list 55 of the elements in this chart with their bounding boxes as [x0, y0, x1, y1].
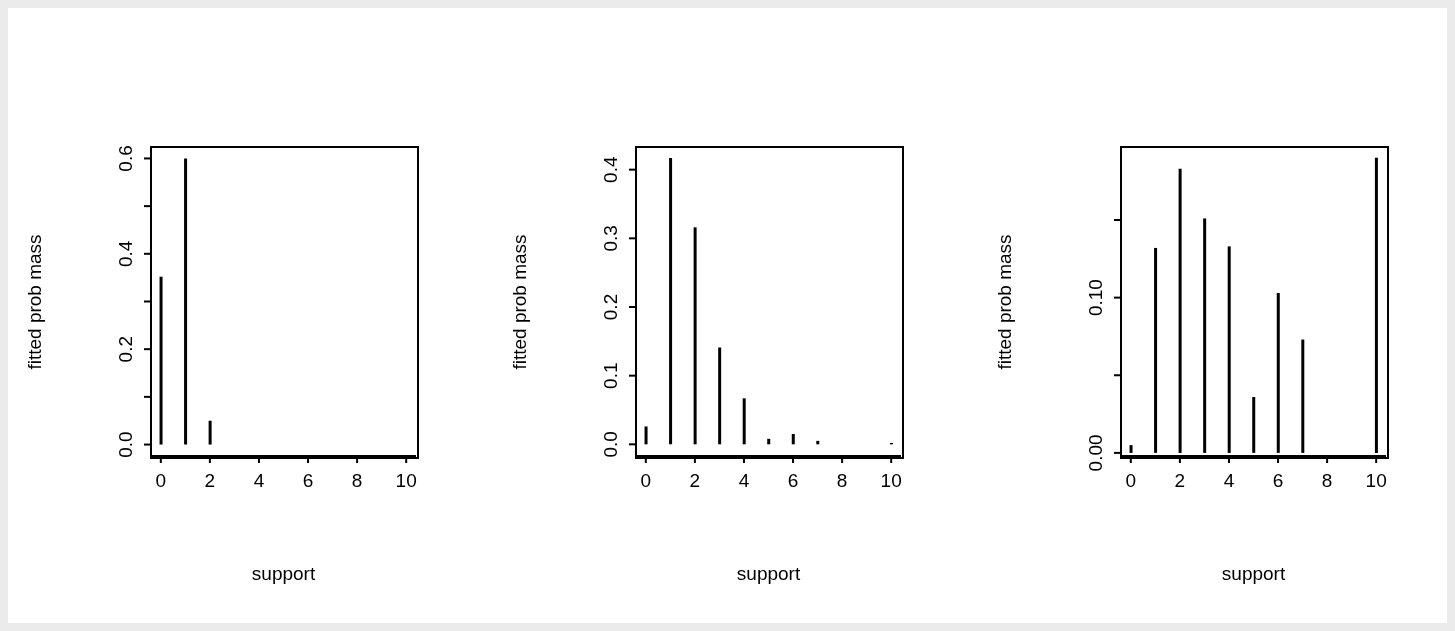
bar: [767, 438, 771, 445]
x-axis-title: support: [735, 563, 802, 585]
x-tick-label: 0: [1125, 470, 1137, 491]
x-tick-label: 0: [155, 470, 167, 491]
y-tick-label: 0.4: [600, 156, 621, 183]
x-tick-label: 8: [351, 470, 363, 491]
x-tick-label: 8: [1321, 470, 1333, 491]
bar: [1154, 247, 1158, 453]
x-axis-title: support: [1220, 563, 1287, 585]
x-axis-title: support: [250, 563, 317, 585]
bar: [644, 426, 648, 445]
x-tick-label: 4: [253, 470, 265, 491]
y-axis-title: fitted prob mass: [24, 233, 46, 370]
y-tick-label: 0.4: [115, 240, 136, 268]
bar: [718, 347, 722, 445]
y-tick-label: 0.6: [115, 145, 136, 172]
bar: [1227, 246, 1231, 453]
bar: [1252, 397, 1256, 453]
x-tick-label: 2: [204, 470, 216, 491]
y-tick-label: 0.10: [1085, 279, 1106, 317]
y-axis-title: fitted prob mass: [509, 233, 531, 370]
x-tick-label: 4: [1223, 470, 1235, 491]
y-tick-label: 0.2: [115, 335, 136, 363]
y-tick-label: 0.1: [600, 362, 621, 389]
y-tick-label: 0.3: [600, 225, 621, 252]
bar: [791, 434, 795, 445]
bar: [1374, 157, 1378, 453]
x-tick-label: 4: [738, 470, 750, 491]
x-tick-label: 0: [640, 470, 652, 491]
x-tick-label: 8: [836, 470, 848, 491]
y-tick-label: 0.0: [600, 431, 621, 458]
bar: [742, 398, 746, 445]
bar: [1178, 168, 1182, 453]
bar: [816, 440, 820, 445]
y-tick-label: 0.00: [1085, 434, 1106, 472]
x-tick-label: 10: [395, 470, 417, 491]
x-tick-label: 2: [689, 470, 701, 491]
x-tick-label: 10: [1365, 470, 1387, 491]
x-tick-label: 6: [1272, 470, 1284, 491]
x-tick-label: 6: [787, 470, 799, 491]
bar: [184, 158, 188, 445]
bar: [693, 227, 697, 445]
x-tick-label: 2: [1174, 470, 1186, 491]
x-tick-label: 10: [880, 470, 902, 491]
bar: [1301, 339, 1305, 453]
bar: [1276, 292, 1280, 453]
y-tick-label: 0.2: [600, 293, 621, 321]
y-tick-label: 0.0: [115, 431, 136, 458]
x-tick-label: 6: [302, 470, 314, 491]
bar: [159, 276, 163, 445]
bar: [1203, 218, 1207, 453]
bar: [208, 420, 212, 445]
bar: [1129, 445, 1133, 453]
y-axis-title: fitted prob mass: [994, 233, 1016, 370]
bar: [669, 157, 673, 445]
